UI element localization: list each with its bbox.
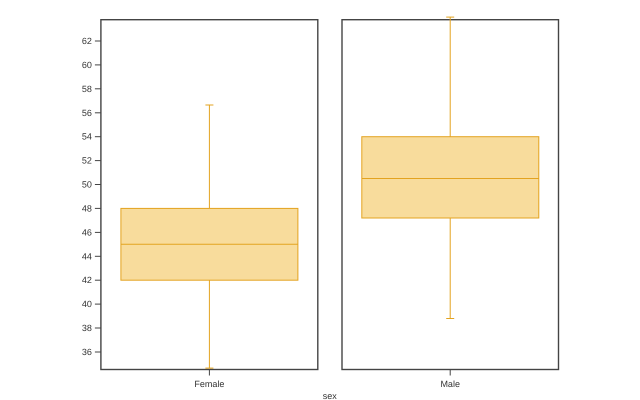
svg-text:50: 50 [82, 180, 92, 190]
svg-text:sex: sex [323, 391, 338, 400]
svg-text:54: 54 [82, 132, 92, 142]
svg-text:38: 38 [82, 323, 92, 333]
svg-text:42: 42 [82, 275, 92, 285]
svg-text:46: 46 [82, 227, 92, 237]
svg-text:58: 58 [82, 84, 92, 94]
svg-text:52: 52 [82, 156, 92, 166]
svg-text:48: 48 [82, 203, 92, 213]
svg-text:62: 62 [82, 36, 92, 46]
svg-text:Male: Male [440, 379, 460, 389]
svg-text:40: 40 [82, 299, 92, 309]
svg-text:56: 56 [82, 108, 92, 118]
svg-text:36: 36 [82, 347, 92, 357]
svg-text:Female: Female [194, 379, 224, 389]
svg-text:60: 60 [82, 60, 92, 70]
svg-text:44: 44 [82, 251, 92, 261]
